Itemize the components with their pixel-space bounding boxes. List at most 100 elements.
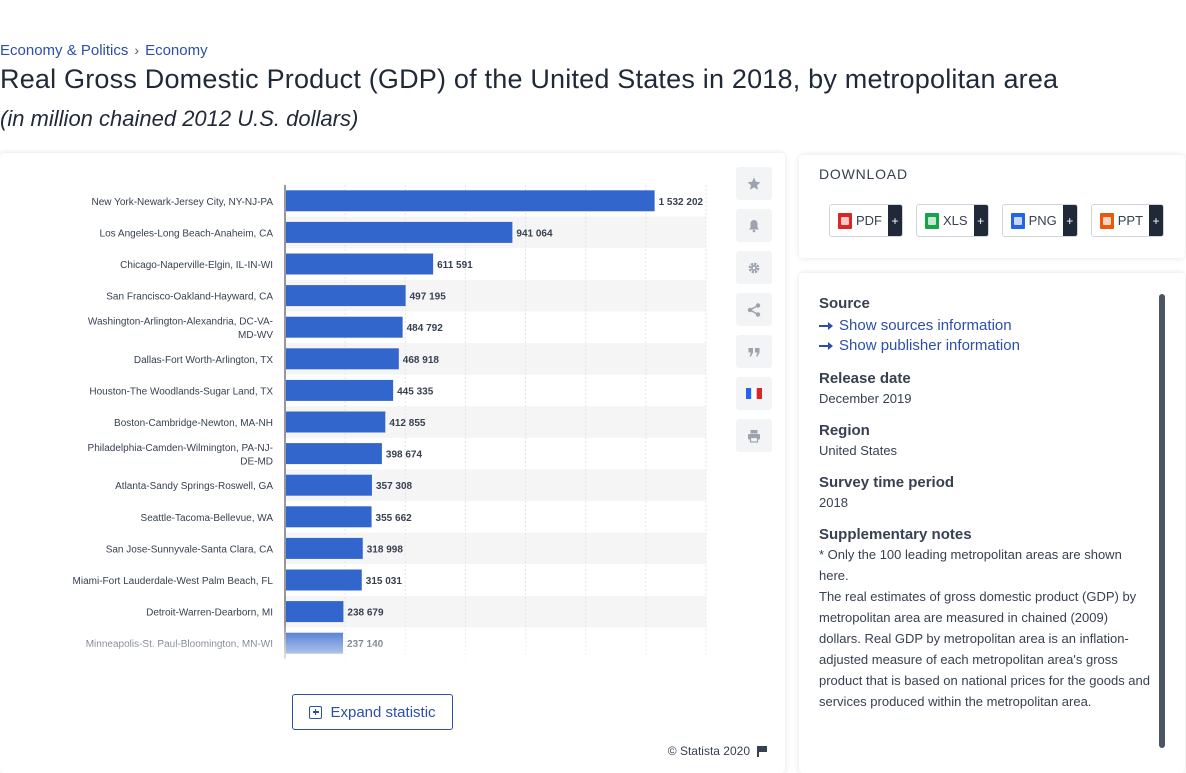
star-icon [747, 177, 761, 190]
report-flag-icon[interactable] [756, 745, 767, 757]
category-label: Philadelphia-Camden-Wilmington, PA-NJ- DE… [88, 443, 273, 468]
category-label-line: Philadelphia-Camden-Wilmington, PA-NJ- [88, 443, 273, 454]
data-label: 1 532 202 [659, 197, 704, 208]
download-xls-button[interactable]: XLS + [916, 204, 989, 237]
print-button[interactable] [736, 419, 772, 452]
category-label: Detroit-Warren-Dearborn, MI [146, 608, 273, 619]
category-label-line: Dallas-Fort Worth-Arlington, TX [134, 355, 273, 366]
source-heading: Source [819, 295, 870, 312]
survey-period-heading: Survey time period [819, 474, 955, 491]
gear-icon [748, 262, 760, 273]
bar [286, 285, 406, 307]
data-label: 941 064 [516, 228, 553, 239]
share-button[interactable] [736, 293, 772, 326]
ppt-file-icon [1099, 212, 1114, 229]
data-label: 468 918 [403, 355, 440, 366]
category-label: Los Angeles-Long Beach-Anaheim, CA [100, 228, 274, 239]
data-label: 357 308 [376, 481, 413, 492]
statistic-info-panel: Source Show sources information Show pub… [799, 273, 1185, 773]
expand-statistic-button[interactable]: Expand statistic [292, 694, 453, 730]
expand-icon [309, 705, 323, 719]
category-label-line: Seattle-Tacoma-Bellevue, WA [141, 513, 274, 524]
data-label: 318 998 [367, 544, 404, 555]
settings-button[interactable] [736, 251, 772, 284]
data-label: 412 855 [389, 418, 426, 429]
show-publisher-link[interactable]: Show publisher information [819, 337, 1151, 354]
plus-icon: + [973, 205, 988, 236]
survey-period-value: 2018 [819, 495, 848, 510]
category-label-line: Washington-Arlington-Alexandria, DC-VA- [88, 316, 273, 327]
data-label: 238 679 [347, 608, 384, 619]
show-publisher-label: Show publisher information [839, 337, 1020, 354]
bar [286, 601, 344, 623]
data-label: 445 335 [397, 386, 434, 397]
show-sources-label: Show sources information [839, 317, 1012, 334]
chart-card: 1 532 202 New York-Newark-Jersey City, NY… [0, 153, 785, 773]
bar [286, 632, 344, 654]
language-button[interactable] [736, 377, 772, 410]
category-label-line: DE-MD [240, 456, 273, 467]
breadcrumb: Economy & Politics › Economy [0, 42, 208, 59]
category-label: Chicago-Naperville-Elgin, IL-IN-WI [120, 260, 273, 271]
category-label-line: New York-Newark-Jersey City, NY-NJ-PA [91, 197, 273, 208]
expand-statistic-label: Expand statistic [330, 703, 436, 721]
bar [286, 379, 394, 401]
download-ppt-button[interactable]: PPT + [1090, 204, 1165, 237]
bar [286, 537, 363, 559]
bar [286, 569, 362, 591]
category-label: Atlanta-Sandy Springs-Roswell, GA [115, 481, 273, 492]
notification-button[interactable] [736, 209, 772, 242]
supplementary-notes-heading: Supplementary notes [819, 526, 972, 543]
data-label: 484 792 [407, 323, 444, 334]
bar [286, 348, 399, 370]
breadcrumb-economy[interactable]: Economy [145, 42, 208, 59]
bar [286, 474, 372, 496]
arrow-right-icon [819, 321, 833, 331]
category-label-line: Miami-Fort Lauderdale-West Palm Beach, F… [73, 576, 274, 587]
download-png-button[interactable]: PNG + [1001, 204, 1078, 237]
category-label-line: Boston-Cambridge-Newton, MA-NH [114, 418, 273, 429]
favorite-button[interactable] [736, 167, 772, 200]
plus-icon: + [1149, 205, 1164, 236]
data-label: 497 195 [410, 292, 447, 303]
bar-chart: 1 532 202 New York-Newark-Jersey City, NY… [73, 185, 707, 659]
data-label: 237 140 [347, 639, 384, 650]
plus-icon: + [1062, 205, 1077, 236]
plus-icon: + [888, 205, 902, 236]
breadcrumb-separator: › [134, 42, 140, 58]
bar [286, 221, 513, 243]
info-scrollbar[interactable] [1159, 294, 1165, 748]
share-icon [747, 302, 761, 317]
category-label-line: Los Angeles-Long Beach-Anaheim, CA [100, 228, 274, 239]
category-label: Seattle-Tacoma-Bellevue, WA [141, 513, 274, 524]
arrow-right-icon [819, 341, 833, 351]
release-date-heading: Release date [819, 370, 911, 387]
row-stripe [285, 595, 706, 628]
supplementary-notes-text-2: The real estimates of gross domestic pro… [819, 589, 1150, 709]
data-label: 398 674 [386, 450, 423, 461]
download-pdf-button[interactable]: PDF + [829, 204, 903, 237]
region-value: United States [819, 443, 898, 458]
show-sources-link[interactable]: Show sources information [819, 317, 1151, 334]
bar [286, 411, 386, 433]
pdf-file-icon [838, 212, 852, 229]
bar [286, 190, 655, 212]
category-label: Houston-The Woodlands-Sugar Land, TX [89, 386, 273, 397]
bar [286, 253, 434, 275]
breadcrumb-economy-politics[interactable]: Economy & Politics [0, 42, 129, 59]
category-label: Washington-Arlington-Alexandria, DC-VA- M… [88, 316, 273, 341]
download-xls-label: XLS [943, 213, 968, 228]
data-label: 611 591 [437, 260, 473, 271]
data-label: 315 031 [366, 576, 403, 587]
supplementary-notes-text-1: * Only the 100 leading metropolitan area… [819, 547, 1122, 583]
data-label: 355 662 [376, 513, 413, 524]
cite-button[interactable] [736, 335, 772, 368]
download-ppt-label: PPT [1117, 213, 1144, 228]
page-subtitle: (in million chained 2012 U.S. dollars) [0, 106, 359, 131]
bar [286, 316, 403, 338]
category-label-line: Houston-The Woodlands-Sugar Land, TX [89, 386, 273, 397]
category-label: San Francisco-Oakland-Hayward, CA [106, 292, 273, 303]
category-label-line: MD-WV [238, 330, 273, 341]
category-label-line: Detroit-Warren-Dearborn, MI [146, 608, 273, 619]
download-png-label: PNG [1028, 213, 1057, 228]
